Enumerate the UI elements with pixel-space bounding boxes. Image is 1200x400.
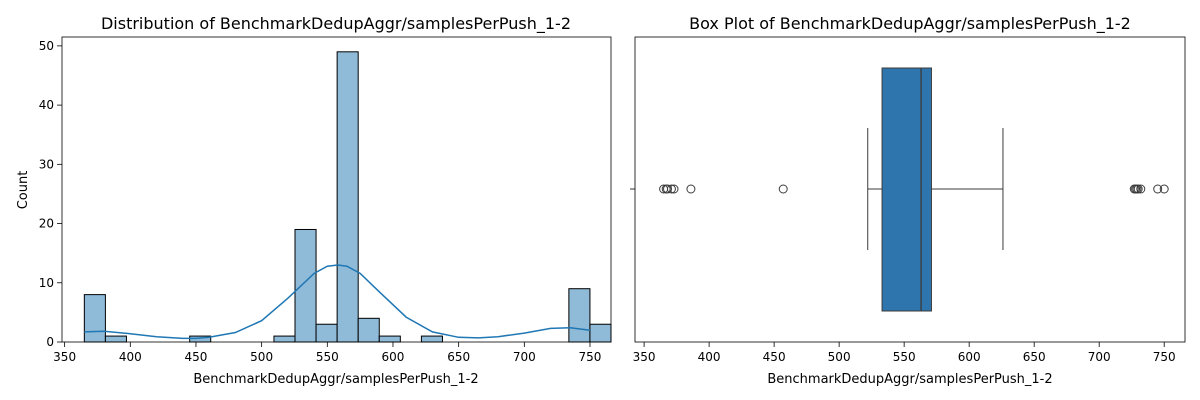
x-tick-label: 450 <box>185 350 208 364</box>
boxplot-frame <box>634 36 1186 343</box>
y-tick-label: 0 <box>46 335 54 349</box>
x-tick-label: 700 <box>513 350 536 364</box>
histogram-bar <box>294 228 317 343</box>
interquartile-box <box>881 67 932 312</box>
x-tick-label: 650 <box>1023 350 1046 364</box>
outlier-point <box>1153 184 1163 194</box>
histogram-frame <box>61 36 612 343</box>
histogram-bar <box>589 323 612 343</box>
y-tick-label: 40 <box>39 98 54 112</box>
histogram-bar <box>104 335 127 343</box>
boxplot-title: Box Plot of BenchmarkDedupAggr/samplesPe… <box>689 14 1131 34</box>
x-tick-label: 750 <box>579 350 602 364</box>
x-tick-label: 600 <box>382 350 405 364</box>
histogram-bar <box>357 317 380 343</box>
x-tick-label: 450 <box>763 350 786 364</box>
outlier-point <box>1159 184 1169 194</box>
x-tick-label: 700 <box>1088 350 1111 364</box>
histogram-bar <box>273 335 296 343</box>
x-tick-label: 500 <box>828 350 851 364</box>
x-tick-label: 500 <box>250 350 273 364</box>
boxplot-box <box>867 67 1004 312</box>
histogram-bar <box>83 294 106 343</box>
histogram-bars <box>83 51 612 343</box>
x-tick-label: 550 <box>316 350 339 364</box>
histogram-bar <box>378 335 401 343</box>
boxplot-panel: Box Plot of BenchmarkDedupAggr/samplesPe… <box>630 14 1186 387</box>
kde-curve <box>84 264 591 340</box>
histogram-y-label: Count <box>16 171 31 210</box>
histogram-y-ticks: 0 10 20 30 40 50 <box>39 39 62 349</box>
outlier-point <box>669 184 679 194</box>
x-tick-label: 550 <box>893 350 916 364</box>
outlier-point <box>686 184 696 194</box>
histogram-bar <box>315 323 338 343</box>
histogram-bar <box>568 288 591 343</box>
histogram-x-ticks: 350 400 450 500 550 600 650 700 750 <box>53 342 601 364</box>
y-tick-label: 10 <box>39 276 54 290</box>
outlier-point <box>778 184 788 194</box>
histogram-bar <box>420 335 443 343</box>
x-tick-label: 400 <box>698 350 721 364</box>
outlier-point <box>663 184 673 194</box>
outlier-point <box>1136 184 1146 194</box>
x-tick-label: 350 <box>633 350 656 364</box>
histogram-x-label: BenchmarkDedupAggr/samplesPerPush_1-2 <box>193 372 478 387</box>
outlier-point <box>1133 184 1143 194</box>
boxplot-outliers <box>659 184 1169 194</box>
histogram-title: Distribution of BenchmarkDedupAggr/sampl… <box>101 14 571 34</box>
boxplot-x-label: BenchmarkDedupAggr/samplesPerPush_1-2 <box>767 372 1052 387</box>
y-tick-label: 50 <box>39 39 54 53</box>
x-tick-label: 750 <box>1153 350 1176 364</box>
y-tick-label: 20 <box>39 217 54 231</box>
histogram-panel: Distribution of BenchmarkDedupAggr/sampl… <box>16 14 612 387</box>
x-tick-label: 600 <box>958 350 981 364</box>
x-tick-label: 650 <box>447 350 470 364</box>
y-tick-label: 30 <box>39 157 54 171</box>
x-tick-label: 350 <box>53 350 76 364</box>
x-tick-label: 400 <box>119 350 142 364</box>
histogram-bar <box>336 51 359 343</box>
boxplot-x-ticks: 350 400 450 500 550 600 650 700 750 <box>633 342 1176 364</box>
outlier-point <box>666 184 676 194</box>
